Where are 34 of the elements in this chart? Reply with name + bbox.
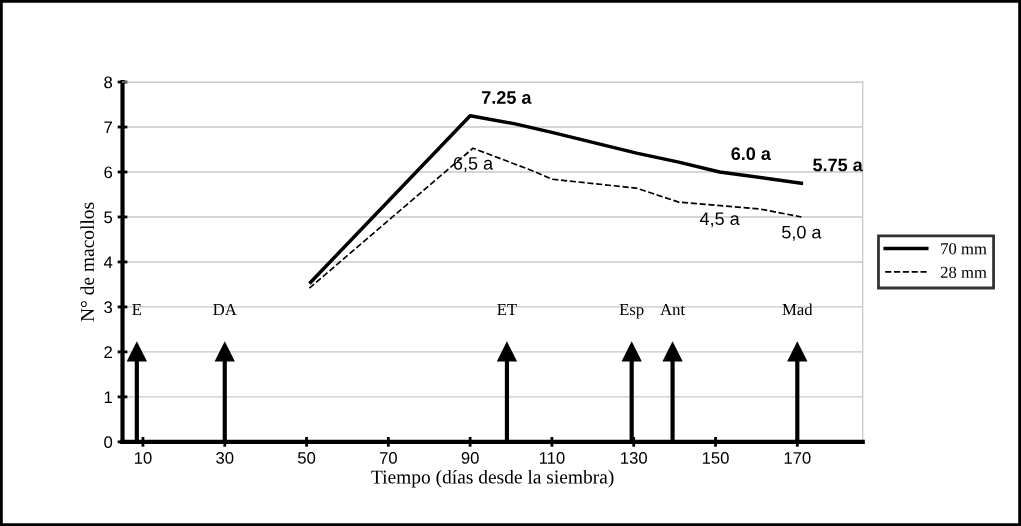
y-tick-label: 2	[104, 346, 112, 358]
y-tick-label: 5	[104, 211, 113, 224]
annotation: 6,5 a	[453, 156, 494, 172]
legend-label: 28 mm	[940, 266, 987, 278]
ref-line-label: Mad	[782, 303, 813, 316]
x-tick-label: 170	[784, 452, 811, 464]
annotation: 5.75 a	[813, 158, 863, 172]
ref-line-label: DA	[213, 304, 237, 316]
ref-line-label: ET	[497, 304, 517, 316]
y-axis-title: N° de macollos	[80, 202, 95, 322]
x-tick-label: 110	[539, 452, 565, 464]
x-axis-title: Tiempo (días desde la siembra)	[371, 469, 614, 488]
annotation: 6.0 a	[731, 147, 771, 161]
y-tick-label: 4	[103, 256, 113, 268]
annotation: 4,5 a	[699, 212, 740, 228]
y-tick-label: 8	[104, 76, 113, 89]
y-tick-label: 3	[104, 301, 113, 314]
ref-line-label: Ant	[660, 304, 685, 316]
x-tick-label: 90	[461, 452, 479, 464]
ref-line-label: Esp	[619, 304, 644, 319]
legend-label: 70 mm	[941, 243, 987, 255]
y-tick-label: 1	[104, 391, 112, 403]
x-tick-label: 70	[379, 452, 397, 464]
y-tick-label: 0	[104, 436, 113, 449]
ref-line-label: E	[132, 304, 142, 316]
x-tick-label: 50	[297, 452, 316, 464]
annotation: 5,0 a	[782, 225, 822, 241]
y-tick-label: 6	[104, 166, 113, 179]
x-tick-label: 10	[134, 452, 152, 464]
x-tick-label: 130	[621, 452, 647, 464]
annotation: 7.25 a	[482, 91, 532, 104]
x-tick-label: 150	[702, 452, 729, 464]
x-tick-label: 30	[216, 452, 234, 464]
y-tick-label: 7	[104, 121, 112, 134]
